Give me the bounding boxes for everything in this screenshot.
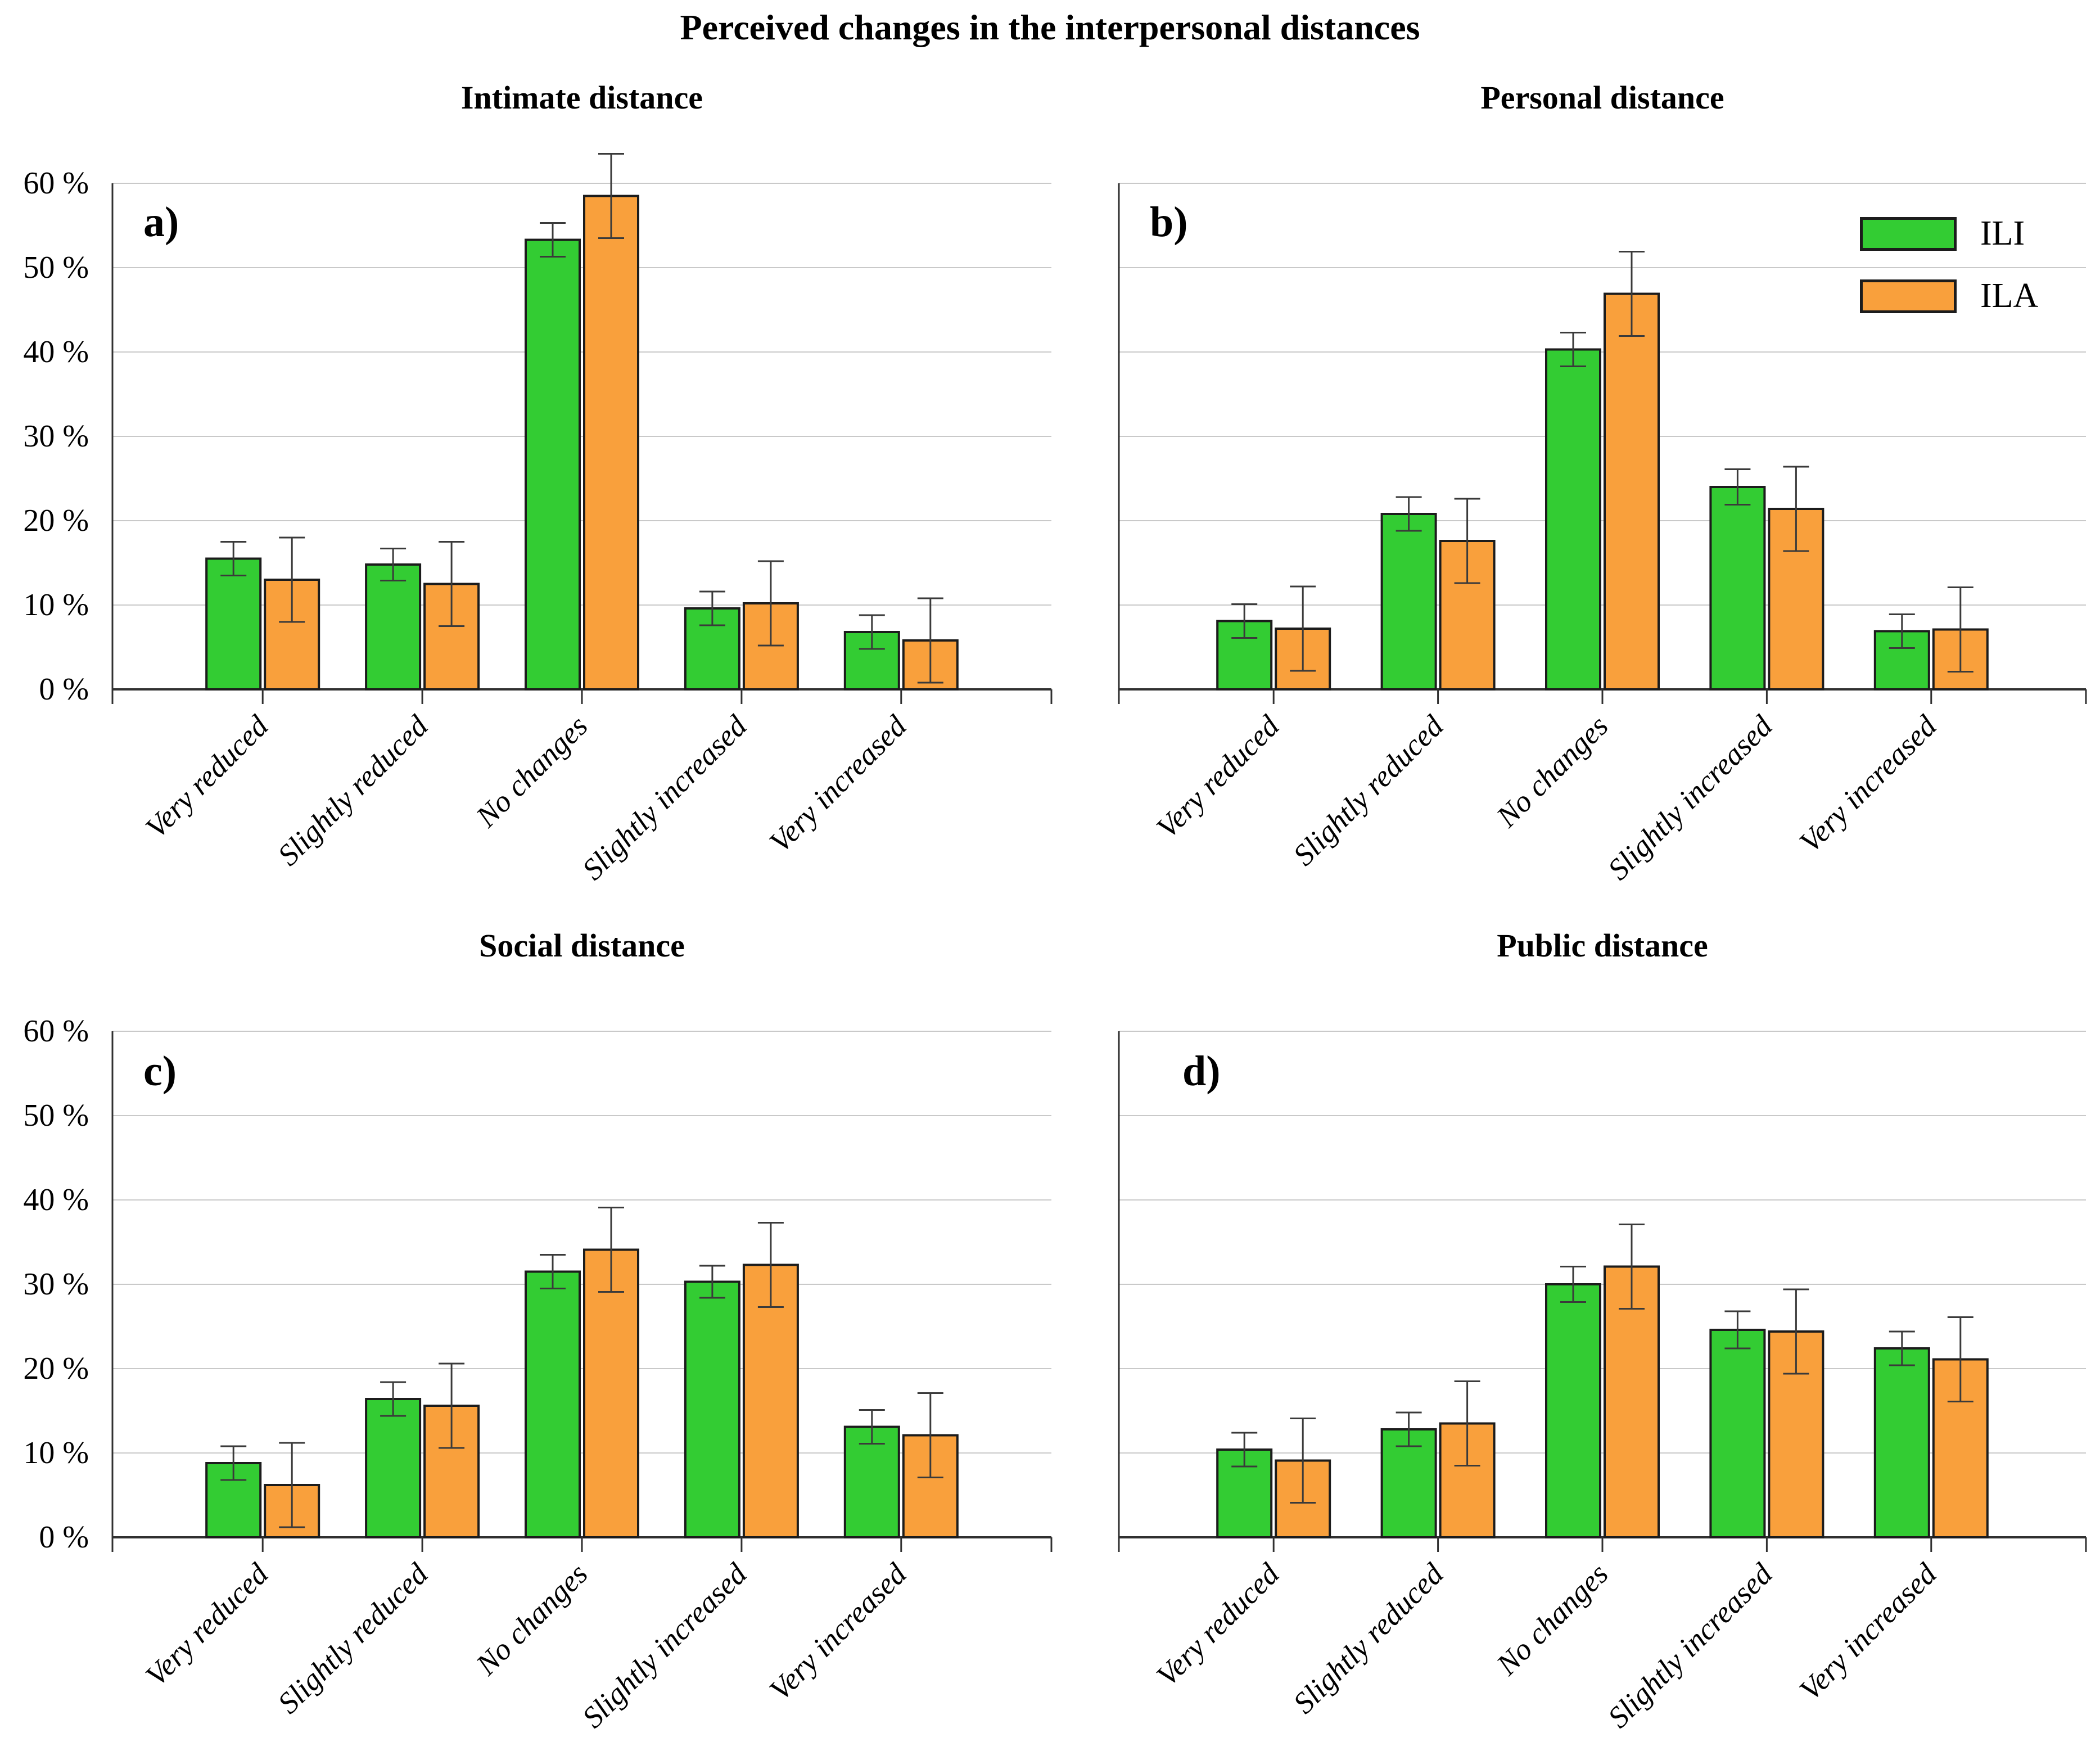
panel-letter-d: d): [1182, 1048, 1221, 1095]
y-axis-label: 10 %: [23, 1436, 89, 1470]
bar-ili-intimate: [205, 557, 262, 691]
bar-ili-social: [843, 1425, 900, 1538]
bar-ila-personal: [1604, 292, 1660, 691]
legend-label-ili: ILI: [1980, 214, 2025, 252]
bar-ili-social: [684, 1280, 740, 1538]
panel-title-public: Public distance: [1497, 927, 1708, 964]
panel-personal: [1118, 183, 2087, 704]
panel-letter-b: b): [1150, 198, 1188, 246]
legend-swatch-ila: [1860, 279, 1957, 313]
y-axis-label: 0 %: [39, 672, 89, 707]
bar-ila-social: [583, 1248, 639, 1538]
bar-ili-personal: [1709, 486, 1766, 691]
panel-social: [111, 1031, 1053, 1552]
panel-public: [1118, 1031, 2087, 1552]
panel-letter-a: a): [143, 198, 179, 246]
y-axis-label: 0 %: [39, 1520, 89, 1555]
bar-ili-public: [1545, 1283, 1601, 1538]
y-axis-label: 20 %: [23, 1351, 89, 1386]
y-axis-label: 40 %: [23, 1183, 89, 1217]
y-axis-label: 20 %: [23, 503, 89, 538]
bar-ila-intimate: [583, 195, 639, 691]
panel-letter-c: c): [143, 1048, 177, 1095]
y-axis-label: 30 %: [23, 419, 89, 454]
legend-item-ila: ILA: [1860, 276, 2038, 316]
bar-ili-public: [1709, 1329, 1766, 1538]
panel-title-intimate: Intimate distance: [460, 79, 703, 116]
bar-ili-intimate: [365, 563, 422, 691]
legend-item-ili: ILI: [1860, 214, 2038, 254]
y-axis-label: 30 %: [23, 1267, 89, 1302]
bar-ili-personal: [1545, 348, 1601, 691]
figure-title: Perceived changes in the interpersonal d…: [680, 7, 1420, 47]
legend: ILI ILA: [1860, 214, 2038, 339]
bar-ili-intimate: [525, 238, 581, 691]
panel-title-social: Social distance: [479, 927, 685, 964]
bar-ili-social: [525, 1270, 581, 1538]
y-axis-label: 60 %: [23, 166, 89, 201]
y-axis-label: 60 %: [23, 1014, 89, 1049]
bar-ila-social: [742, 1263, 799, 1538]
panel-title-personal: Personal distance: [1480, 79, 1724, 116]
bar-ila-public: [1439, 1422, 1496, 1538]
y-axis-label: 50 %: [23, 1098, 89, 1133]
bar-ili-personal: [1380, 513, 1437, 691]
legend-label-ila: ILA: [1980, 277, 2039, 315]
panel-intimate: [111, 153, 1053, 704]
legend-swatch-ili: [1860, 216, 1957, 251]
y-axis-label: 10 %: [23, 588, 89, 622]
y-axis-label: 50 %: [23, 250, 89, 285]
bar-ili-public: [1380, 1428, 1437, 1538]
bar-ili-social: [365, 1398, 422, 1538]
bar-ili-public: [1873, 1347, 1930, 1538]
y-axis-label: 40 %: [23, 335, 89, 369]
